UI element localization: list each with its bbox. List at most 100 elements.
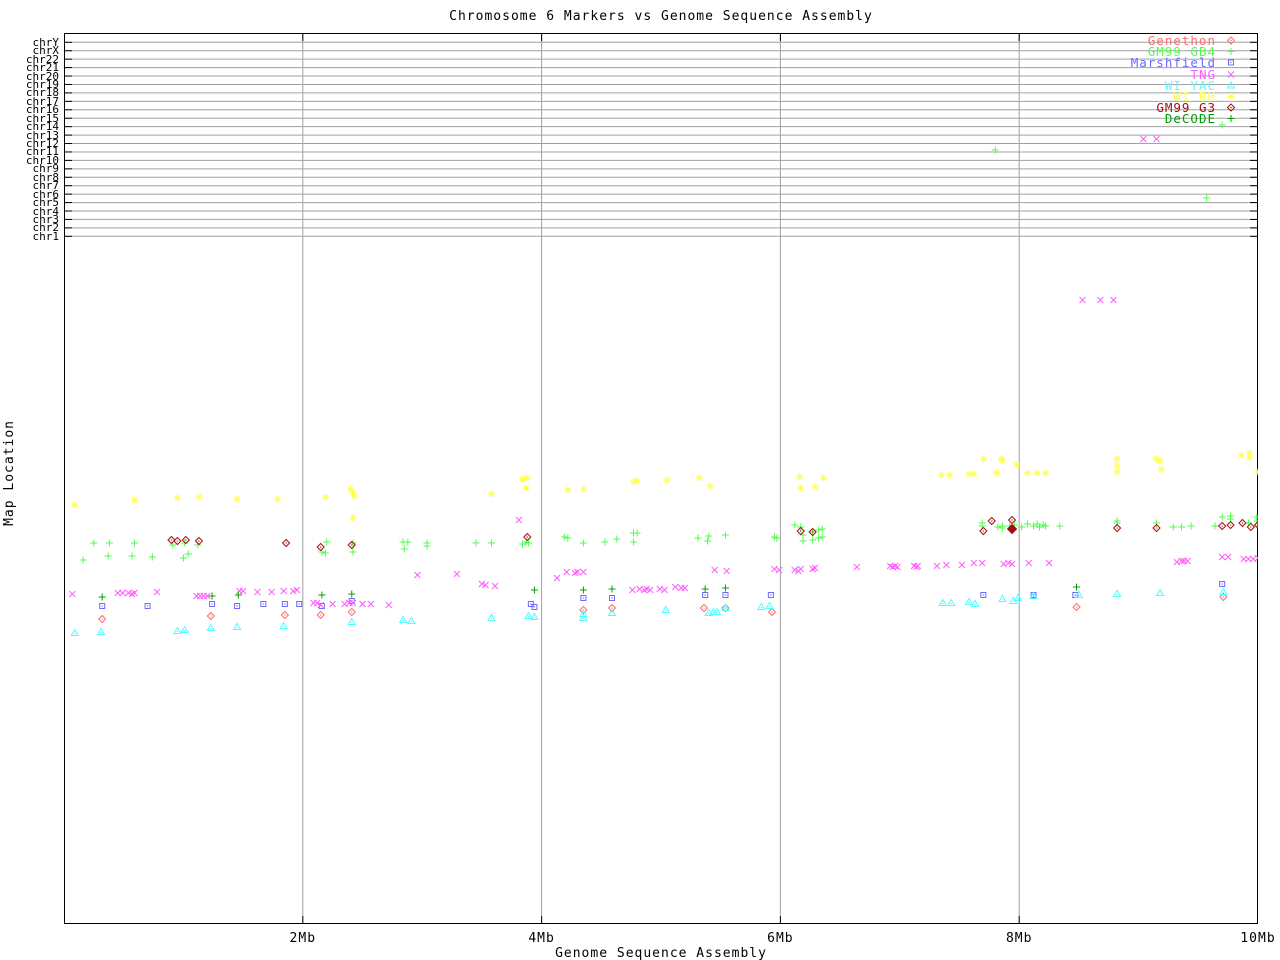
cross-icon [1227,70,1235,78]
data-point [767,607,777,617]
series-wi-yac [70,587,1228,636]
data-point [694,534,702,542]
data-point [978,559,986,567]
data-point [979,455,987,463]
data-point [1240,555,1248,563]
data-point [574,568,581,576]
data-point [523,474,531,482]
x-tick-label-8Mb: 8Mb [1005,931,1033,946]
data-point [293,586,301,594]
series-wi-rh [71,449,1258,522]
data-point [232,622,242,630]
data-point [979,526,988,536]
data-point [522,484,530,492]
x-tick-label-4Mb: 4Mb [528,931,555,946]
data-point [1013,593,1023,601]
data-point [811,564,819,572]
data-point [318,591,326,599]
data-point [796,473,804,481]
legend-label: GM99 GB4 [1147,44,1216,60]
y-axis-label-chr10: chr10 [25,153,59,167]
data-point [349,514,357,522]
legend-marker-glyph [1227,93,1235,100]
data-point [721,584,729,592]
data-point [553,574,561,582]
data-point [254,588,261,596]
data-point [765,601,775,609]
data-point [119,589,126,597]
data-point [756,602,766,610]
data-point [601,538,609,546]
data-point [130,496,138,504]
y-axis-label-chr12: chr12 [25,137,59,151]
data-point [487,539,495,547]
data-point [1238,518,1247,528]
data-point [1033,469,1041,477]
data-point [695,474,703,482]
data-point [523,532,532,542]
data-point [709,607,718,615]
data-point [472,539,480,547]
data-point [1153,135,1160,143]
data-point [914,562,922,570]
data-point [114,589,122,597]
data-point [970,470,978,478]
data-point [671,583,679,591]
data-point [239,587,247,595]
data-point [1113,519,1121,527]
data-point [260,601,267,607]
data-point [721,531,729,539]
y-axis-label-chr14: chr14 [25,120,59,134]
y-axis-label-chr2: chr2 [32,221,60,235]
x-tick-label-2Mb: 2Mb [289,931,317,946]
triangle-dot-icon [1226,80,1236,89]
y-axis-label-chr21: chr21 [25,61,59,75]
data-point [104,552,112,560]
data-point [723,567,731,575]
data-point [487,613,496,621]
data-point [571,569,579,577]
data-point [1211,522,1219,530]
data-point [323,538,331,546]
data-point [99,603,106,609]
data-point [1184,557,1191,565]
data-point [965,470,973,478]
y-axis-label-chr13: chr13 [25,128,59,142]
data-point [279,621,289,629]
data-point [1041,522,1049,530]
data-point [938,471,946,479]
data-point [1245,555,1252,563]
data-point [1018,523,1026,531]
data-point [491,582,499,590]
data-point [173,536,182,546]
data-point [531,604,538,610]
y-axis-label-chr4: chr4 [32,204,60,218]
data-point [1218,121,1226,129]
legend-entry-wi-rh: WI RH [1173,90,1240,103]
data-point [815,526,823,534]
legend-label: Marshfield [1130,55,1216,71]
data-point [1025,559,1033,567]
data-point [130,539,138,547]
star-icon [1227,93,1235,100]
data-point [1203,194,1211,202]
data-point [400,545,408,553]
series-gm99-g3 [167,515,1258,552]
y-axis-label-chr9: chr9 [32,162,60,176]
data-point [706,482,714,490]
data-point [208,592,216,600]
y-axis-label-chr17: chr17 [25,94,59,108]
data-point [487,490,495,498]
data-point [1074,590,1084,598]
data-point [1030,522,1038,530]
data-point [349,488,357,496]
data-point [607,603,617,613]
data-point [173,626,182,634]
data-point [173,494,181,502]
data-point [987,516,996,526]
data-point [209,601,216,607]
data-point [296,601,303,607]
data-point [1178,523,1186,531]
data-point [681,584,689,592]
